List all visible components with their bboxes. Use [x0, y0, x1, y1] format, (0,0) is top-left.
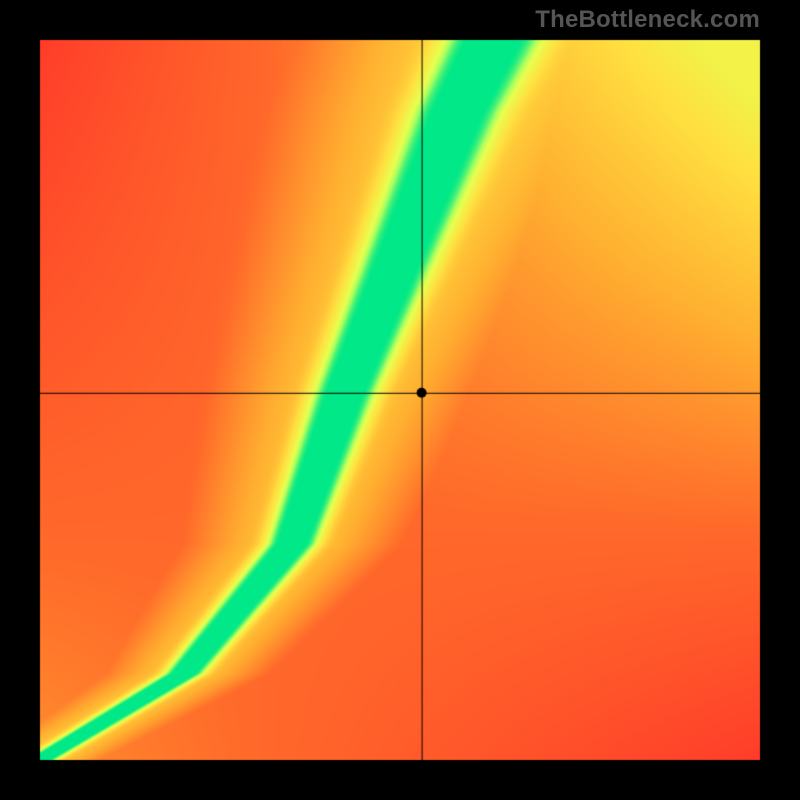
stage: TheBottleneck.com: [0, 0, 800, 800]
heatmap-canvas: [0, 0, 800, 800]
attribution-text: TheBottleneck.com: [535, 6, 760, 34]
